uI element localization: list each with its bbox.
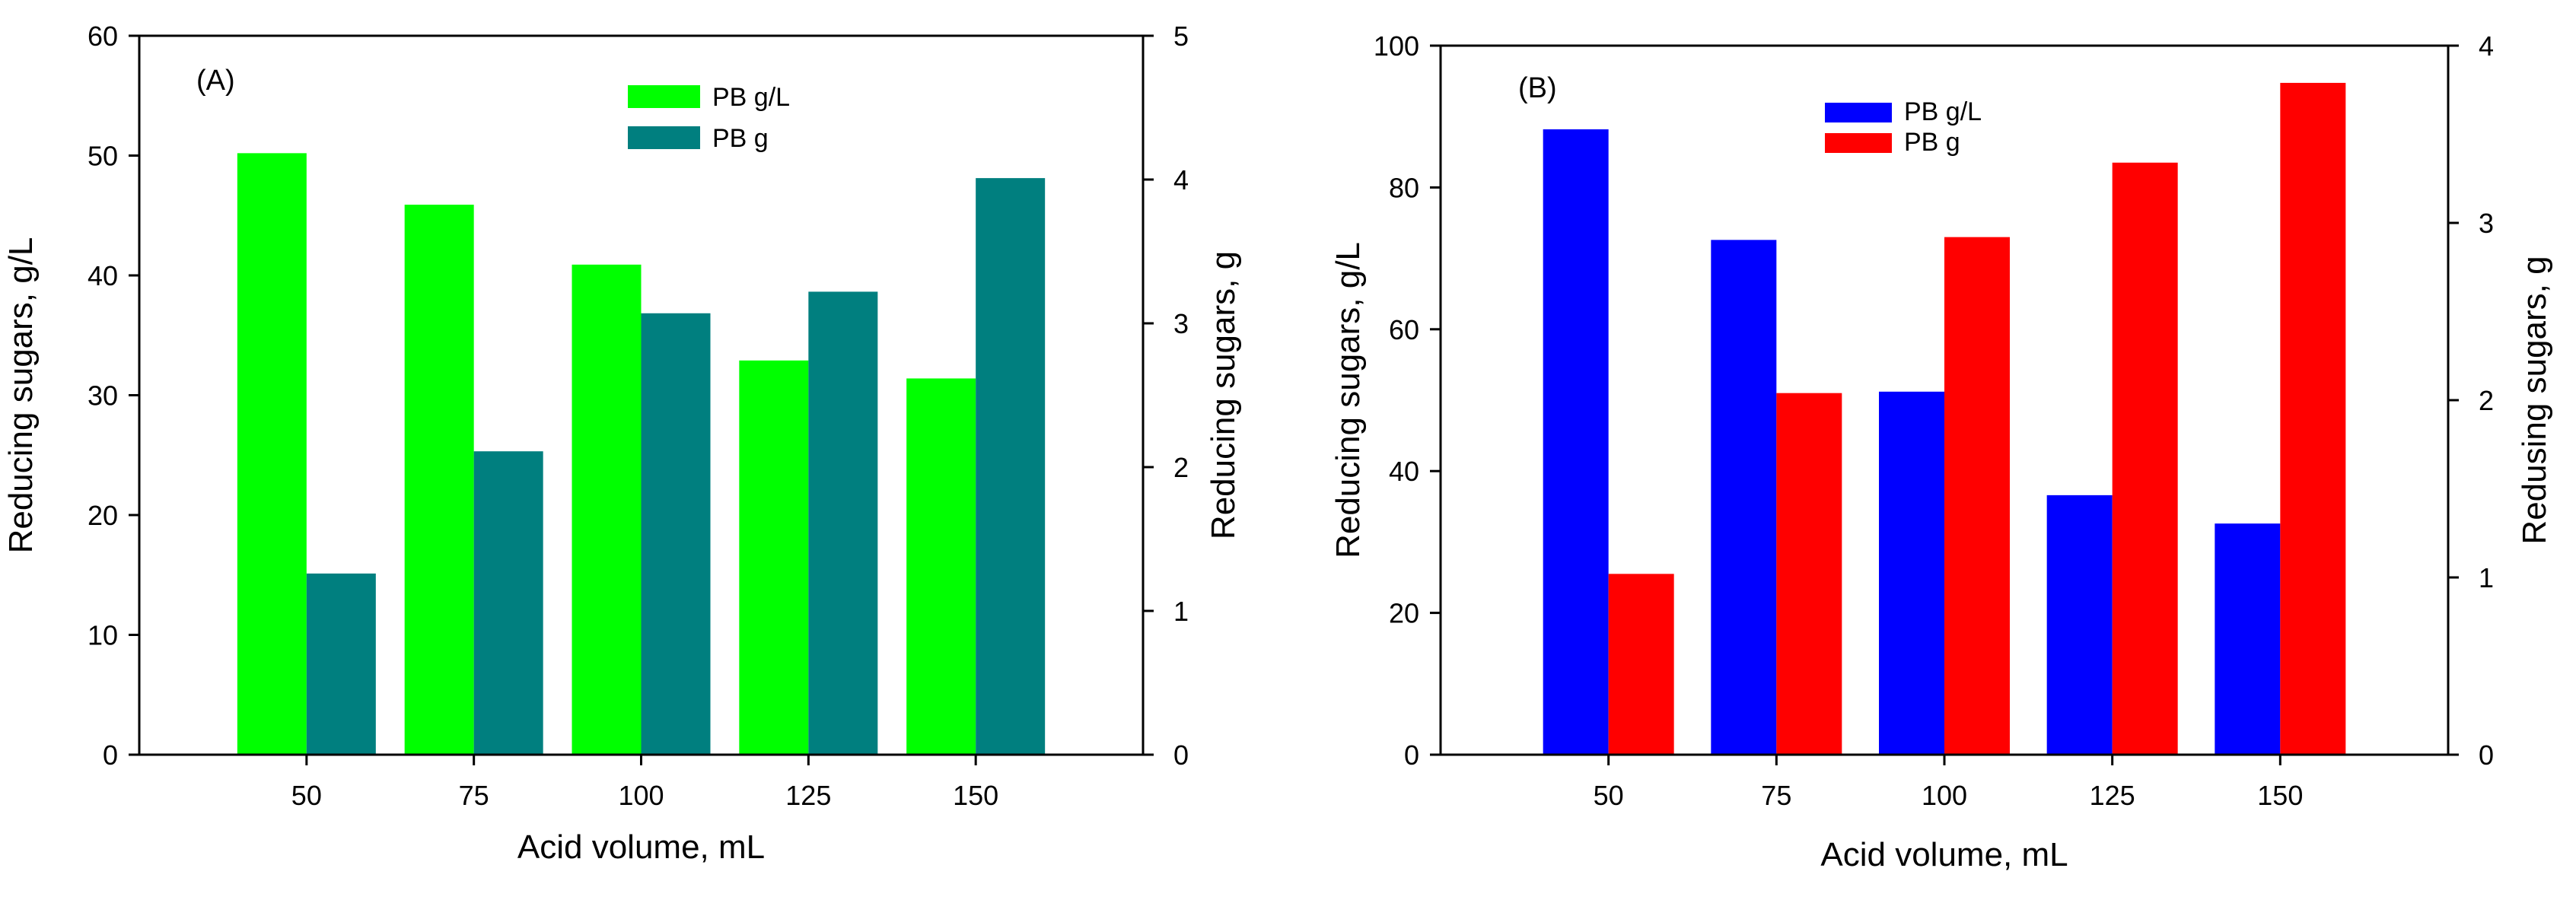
y-axis-title: Reducing sugars, g/L <box>1329 242 1367 558</box>
x-tick-label: 75 <box>1761 780 1791 811</box>
y-tick-label: 80 <box>1389 172 1419 203</box>
x-axis-title: Acid volume, mL <box>517 828 765 866</box>
bar-pb-g-125 <box>2112 162 2178 755</box>
legend-swatch <box>1825 103 1892 122</box>
bar-pb-g-100 <box>1944 237 2010 755</box>
y2-tick-label: 5 <box>1173 21 1189 52</box>
y2-tick-label: 0 <box>2479 739 2494 771</box>
x-tick-label: 150 <box>2257 780 2303 811</box>
y-tick-label: 20 <box>88 500 118 531</box>
bar-pb-g-l-100 <box>1879 391 1944 755</box>
legend-label: PB g <box>1904 128 1960 157</box>
bar-pb-g-l-125 <box>2046 495 2113 755</box>
bar-pb-g-125 <box>808 291 878 755</box>
x-tick-label: 50 <box>291 780 322 811</box>
legend-label: PB g <box>712 124 769 153</box>
y2-tick-label: 4 <box>2479 30 2494 62</box>
bar-pb-g-75 <box>1776 393 1842 755</box>
bar-pb-g-100 <box>641 313 711 755</box>
legend-swatch <box>628 85 700 108</box>
legend-swatch <box>1825 133 1892 153</box>
y-tick-label: 40 <box>1389 456 1419 487</box>
bar-pb-g-50 <box>1608 574 1674 755</box>
bar-pb-g-l-75 <box>404 205 474 755</box>
bar-pb-g-l-50 <box>237 153 307 755</box>
y2-tick-label: 1 <box>1173 596 1189 627</box>
x-tick-label: 150 <box>953 780 998 811</box>
y-tick-label: 50 <box>88 141 118 172</box>
bar-pb-g-150 <box>2280 82 2346 755</box>
legend-label: PB g/L <box>712 83 790 112</box>
x-tick-label: 100 <box>1922 780 1967 811</box>
y2-tick-label: 3 <box>1173 308 1189 339</box>
panel-label: (B) <box>1518 72 1557 104</box>
x-tick-label: 50 <box>1594 780 1624 811</box>
y-tick-label: 0 <box>103 739 118 771</box>
y2-tick-label: 2 <box>1173 452 1189 483</box>
bar-pb-g-50 <box>306 573 376 755</box>
bar-pb-g-l-50 <box>1543 129 1609 755</box>
bar-pb-g-150 <box>976 178 1046 755</box>
y2-tick-label: 2 <box>2479 385 2494 416</box>
bar-pb-g-l-150 <box>2215 523 2281 755</box>
bar-pb-g-l-125 <box>739 360 809 755</box>
y-tick-label: 40 <box>88 260 118 291</box>
x-tick-label: 125 <box>785 780 831 811</box>
bar-pb-g-l-150 <box>906 378 976 755</box>
x-tick-label: 100 <box>618 780 664 811</box>
y-tick-label: 10 <box>88 620 118 651</box>
y2-axis-title: Reducing sugars, g <box>1205 251 1242 539</box>
y2-tick-label: 1 <box>2479 562 2494 593</box>
bar-pb-g-75 <box>473 451 543 755</box>
x-axis-title: Acid volume, mL <box>1820 836 2068 873</box>
y-tick-label: 100 <box>1374 30 1419 62</box>
y2-axis-title: Redusing sugars, g <box>2516 256 2553 544</box>
bar-pb-g-l-100 <box>572 264 642 755</box>
chart-panel-b: 50 75 100 125 150 0 20 40 60 80 100 0 1 2 3 4 Acid volum… <box>1329 30 2553 873</box>
x-tick-label: 75 <box>459 780 489 811</box>
y-tick-label: 20 <box>1389 598 1419 629</box>
x-tick-label: 125 <box>2090 780 2135 811</box>
y-tick-label: 30 <box>88 380 118 412</box>
y-tick-label: 0 <box>1404 739 1419 771</box>
y-tick-label: 60 <box>88 21 118 52</box>
bar-pb-g-l-75 <box>1711 240 1777 755</box>
y2-tick-label: 0 <box>1173 739 1189 771</box>
panel-label: (A) <box>196 65 235 97</box>
legend-swatch <box>628 126 700 149</box>
y2-tick-label: 3 <box>2479 208 2494 239</box>
chart-panel-a: 50 75 100 125 150 0 10 20 30 40 50 60 0 1 2 3 4 5 Acid vol… <box>2 21 1242 866</box>
y-axis-title: Reducing sugars, g/L <box>2 237 40 554</box>
legend-label: PB g/L <box>1904 97 1982 126</box>
y2-tick-label: 4 <box>1173 164 1189 196</box>
y-tick-label: 60 <box>1389 314 1419 345</box>
